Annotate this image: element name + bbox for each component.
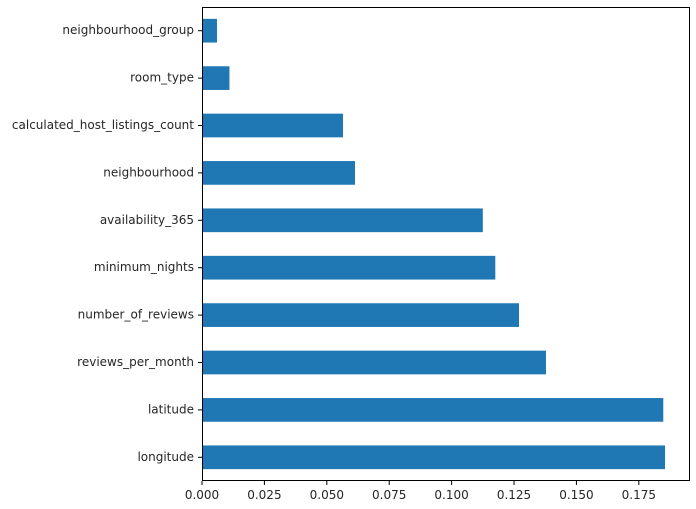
x-axis-ticks: 0.000 0.025 0.050 0.075 0.100 0.125 0.150 0.175 bbox=[185, 481, 656, 502]
y-tick-label: neighbourhood bbox=[103, 165, 194, 179]
y-tick-label: number_of_reviews bbox=[78, 308, 194, 322]
x-tick-label: 0.100 bbox=[434, 488, 468, 502]
y-tick-label: minimum_nights bbox=[94, 260, 194, 274]
x-tick-label: 0.125 bbox=[497, 488, 531, 502]
y-tick-label: reviews_per_month bbox=[77, 355, 194, 369]
x-tick-label: 0.150 bbox=[559, 488, 593, 502]
bar-neighbourhood bbox=[202, 161, 356, 185]
bars-layer bbox=[202, 18, 666, 470]
y-axis-ticks: longitude latitude reviews_per_month number… bbox=[12, 23, 202, 464]
y-tick-label: latitude bbox=[148, 402, 194, 416]
x-tick-label: 0.000 bbox=[185, 488, 219, 502]
y-tick-label: room_type bbox=[130, 71, 194, 85]
x-tick-label: 0.175 bbox=[622, 488, 656, 502]
bar-reviews-per-month bbox=[202, 350, 546, 375]
bar-longitude bbox=[202, 445, 666, 470]
x-tick-label: 0.050 bbox=[310, 488, 344, 502]
bar-calculated-host-listings-count bbox=[202, 113, 344, 138]
bar-latitude bbox=[202, 398, 664, 422]
plot-frame bbox=[202, 7, 690, 481]
bar-availability-365 bbox=[202, 208, 483, 233]
y-tick-label: neighbourhood_group bbox=[62, 23, 194, 37]
bar-number-of-reviews bbox=[202, 303, 520, 327]
bar-room-type bbox=[202, 66, 230, 90]
y-tick-label: calculated_host_listings_count bbox=[12, 118, 194, 132]
x-tick-label: 0.025 bbox=[247, 488, 281, 502]
y-tick-label: availability_365 bbox=[100, 213, 194, 227]
bar-neighbourhood-group bbox=[202, 18, 217, 43]
y-tick-label: longitude bbox=[137, 450, 194, 464]
bar-minimum-nights bbox=[202, 255, 496, 280]
x-tick-label: 0.075 bbox=[372, 488, 406, 502]
